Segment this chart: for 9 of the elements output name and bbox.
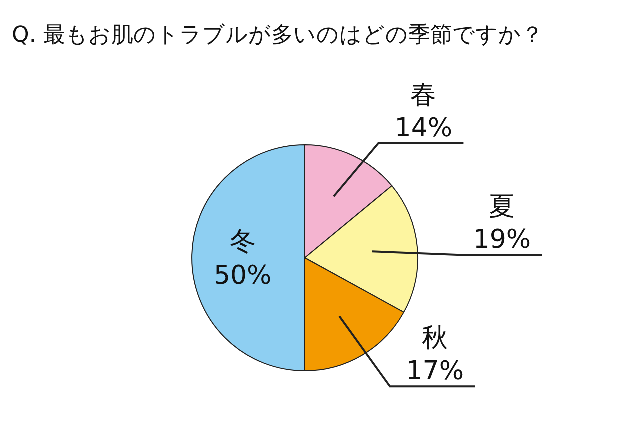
data-label: 14% — [394, 113, 453, 144]
slice-label: 秋 — [422, 324, 448, 354]
data-label: 17% — [406, 356, 464, 387]
slice-label: 夏 — [489, 192, 516, 222]
slice-label: 春 — [410, 80, 437, 110]
chart-title: Q. 最もお肌のトラブルが多いのはどの季節ですか？ — [12, 23, 544, 48]
data-label: 19% — [473, 225, 532, 256]
slice-label: 冬 — [230, 227, 256, 257]
data-label: 50% — [214, 261, 272, 291]
